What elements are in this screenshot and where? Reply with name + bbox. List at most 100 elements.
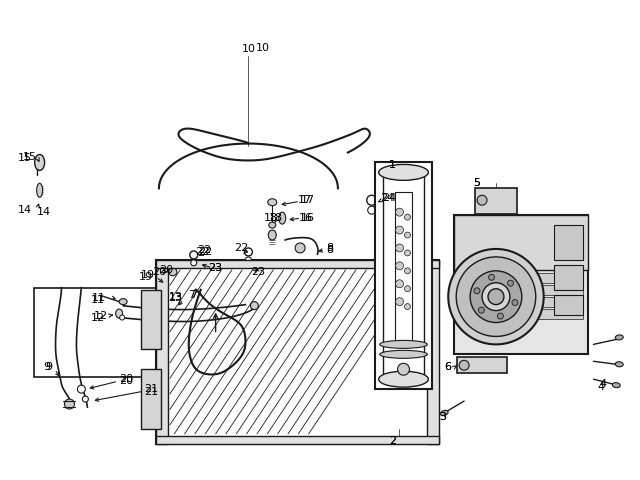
- Text: 5: 5: [474, 179, 481, 188]
- Text: 6: 6: [444, 362, 451, 372]
- Circle shape: [396, 280, 403, 288]
- Bar: [454, 215, 588, 354]
- Circle shape: [477, 195, 487, 205]
- Ellipse shape: [116, 309, 123, 318]
- Text: 21: 21: [144, 387, 158, 397]
- Text: 16: 16: [299, 213, 313, 223]
- Circle shape: [189, 251, 198, 259]
- Text: 7: 7: [190, 290, 197, 300]
- Ellipse shape: [615, 335, 623, 340]
- Text: 13: 13: [169, 293, 183, 303]
- Circle shape: [244, 248, 252, 256]
- Text: 3: 3: [439, 412, 446, 422]
- Text: 15: 15: [22, 153, 36, 163]
- Bar: [156, 260, 439, 444]
- Circle shape: [488, 274, 495, 280]
- Ellipse shape: [379, 371, 428, 387]
- Ellipse shape: [269, 222, 276, 228]
- Circle shape: [448, 249, 544, 344]
- Ellipse shape: [119, 299, 127, 305]
- Bar: [156, 260, 168, 444]
- Text: 11: 11: [92, 295, 106, 305]
- Circle shape: [404, 268, 410, 274]
- Text: 20: 20: [119, 374, 133, 384]
- Text: 1: 1: [389, 160, 396, 170]
- Text: 1: 1: [389, 160, 396, 170]
- Text: 17: 17: [298, 195, 312, 205]
- Text: 21: 21: [144, 384, 158, 394]
- Bar: [459, 297, 584, 307]
- Ellipse shape: [279, 212, 285, 224]
- Circle shape: [459, 360, 469, 370]
- Circle shape: [396, 226, 403, 234]
- Text: 13: 13: [169, 292, 183, 301]
- Bar: [554, 225, 584, 260]
- Ellipse shape: [268, 199, 276, 206]
- Bar: [459, 309, 584, 319]
- Text: 23: 23: [209, 263, 223, 273]
- Ellipse shape: [268, 230, 276, 240]
- Text: 23: 23: [209, 263, 223, 273]
- Ellipse shape: [380, 340, 428, 348]
- Text: 18: 18: [264, 213, 278, 223]
- Circle shape: [396, 262, 403, 270]
- Bar: [554, 295, 584, 314]
- Circle shape: [482, 283, 510, 311]
- Text: 16: 16: [301, 213, 315, 223]
- Text: 24: 24: [383, 193, 397, 203]
- Circle shape: [396, 208, 403, 216]
- Bar: [475, 188, 517, 214]
- Text: 2: 2: [389, 436, 396, 446]
- Circle shape: [404, 286, 410, 292]
- Bar: [454, 215, 588, 270]
- Text: 22: 22: [198, 247, 212, 257]
- Text: 3: 3: [439, 412, 446, 422]
- Text: 6: 6: [444, 362, 451, 372]
- Circle shape: [368, 206, 376, 214]
- Text: 23: 23: [252, 267, 266, 277]
- Text: 8: 8: [326, 243, 333, 253]
- Circle shape: [497, 313, 504, 319]
- Circle shape: [488, 288, 504, 305]
- Ellipse shape: [36, 183, 43, 197]
- Circle shape: [508, 280, 513, 286]
- Circle shape: [250, 301, 259, 310]
- Text: 5: 5: [474, 179, 481, 188]
- Circle shape: [396, 244, 403, 252]
- Bar: [457, 357, 507, 373]
- Ellipse shape: [379, 165, 428, 180]
- Circle shape: [83, 396, 88, 402]
- Bar: [395, 192, 412, 341]
- Text: 19: 19: [139, 272, 153, 282]
- Text: 22: 22: [196, 247, 210, 257]
- Circle shape: [512, 300, 518, 306]
- Circle shape: [396, 298, 403, 306]
- Circle shape: [191, 260, 196, 266]
- Text: 15: 15: [18, 154, 31, 164]
- Circle shape: [295, 243, 305, 253]
- Bar: [34, 288, 260, 377]
- Circle shape: [245, 257, 252, 263]
- Bar: [459, 273, 584, 283]
- Circle shape: [479, 307, 484, 313]
- Circle shape: [474, 288, 480, 294]
- Text: 20: 20: [159, 265, 173, 275]
- Text: 20: 20: [119, 376, 133, 386]
- Text: 22: 22: [234, 243, 248, 253]
- Text: 17: 17: [301, 195, 315, 205]
- Circle shape: [65, 399, 74, 409]
- Bar: [374, 162, 433, 389]
- Text: 12: 12: [92, 312, 106, 323]
- Text: 22: 22: [198, 245, 212, 255]
- Text: 12: 12: [94, 311, 108, 321]
- Ellipse shape: [612, 383, 620, 388]
- Ellipse shape: [615, 362, 623, 367]
- Bar: [141, 369, 161, 429]
- Text: 8: 8: [326, 245, 333, 255]
- Circle shape: [404, 250, 410, 256]
- Ellipse shape: [35, 155, 45, 170]
- Circle shape: [470, 271, 522, 323]
- Text: 19: 19: [141, 270, 155, 280]
- Circle shape: [169, 268, 177, 276]
- Bar: [141, 290, 161, 349]
